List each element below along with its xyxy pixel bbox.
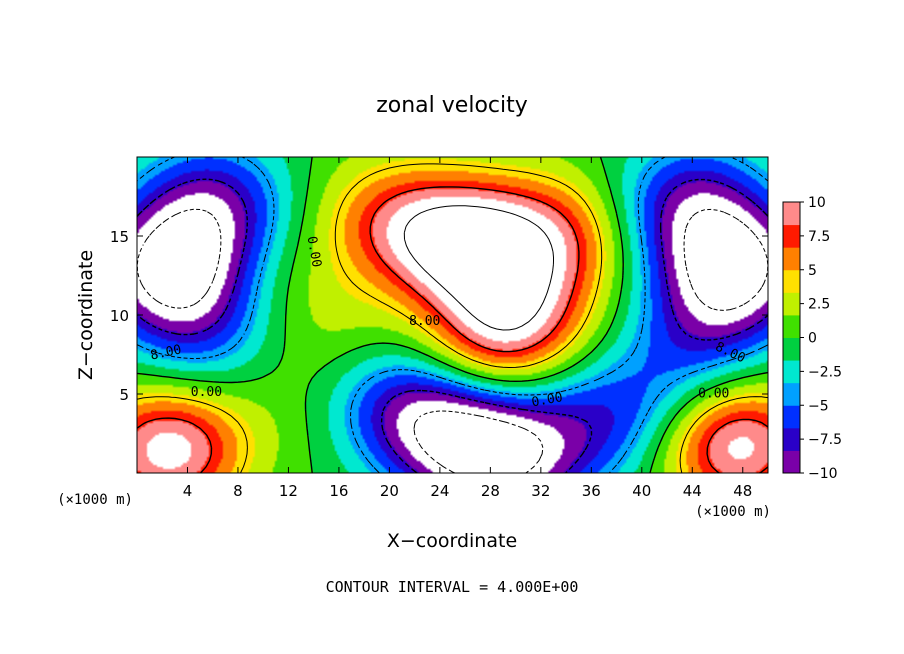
colorbar-tick-label: 5	[808, 263, 817, 279]
contour-line	[136, 156, 769, 474]
contour-label: 0.00	[530, 390, 563, 410]
x-unit-left: (×1000 m)	[57, 492, 133, 508]
contour-interval-note: CONTOUR INTERVAL = 4.000E+00	[326, 578, 579, 596]
colorbar-swatch	[783, 247, 800, 271]
colorbar	[782, 201, 801, 474]
contour-line	[136, 178, 769, 474]
contour-line	[136, 163, 769, 474]
x-tick-label: 40	[632, 482, 651, 500]
y-axis-ticks: 5 10 15	[110, 228, 768, 404]
x-axis-label: X−coordinate	[387, 530, 517, 552]
x-axis-ticks: 4 8 12 16 20 24 28 32 36 40 44 48	[183, 157, 752, 500]
contour-line	[136, 208, 769, 474]
contour-labels: 0.008.008.000.00 0.00 0.008.00	[149, 235, 747, 410]
colorbar-swatch	[783, 337, 800, 361]
x-tick-label: 44	[683, 482, 702, 500]
x-tick-label: 12	[279, 482, 298, 500]
colorbar-swatch	[783, 269, 800, 293]
colorbar-tick-label: −2.5	[808, 364, 842, 380]
contour-label: 0.00	[698, 387, 729, 402]
y-axis-label: Z−coordinate	[75, 250, 97, 380]
colorbar-swatch	[783, 202, 800, 226]
colorbar-tick-label: 7.5	[808, 229, 830, 245]
colorbar-swatch	[783, 224, 800, 248]
x-unit-right: (×1000 m)	[695, 504, 771, 520]
y-tick-label: 5	[119, 386, 129, 404]
colorbar-tick-label: 0	[808, 331, 817, 347]
colorbar-swatch	[783, 405, 800, 429]
colorbar-swatch	[783, 450, 800, 474]
contour-line	[403, 205, 554, 331]
contour-label: 0.00	[304, 235, 324, 268]
contour-line	[136, 156, 769, 474]
colorbar-swatch	[783, 314, 800, 338]
plot-area: 0.008.008.000.00 0.00 0.008.00	[136, 156, 769, 474]
colorbar-swatch	[783, 382, 800, 406]
colorbar-tick-label: −7.5	[808, 432, 842, 448]
x-tick-label: 16	[329, 482, 348, 500]
colorbar-swatch	[783, 427, 800, 451]
contour-label: 0.00	[191, 385, 222, 400]
y-tick-label: 10	[110, 307, 129, 325]
x-tick-label: 28	[481, 482, 500, 500]
contour-label: 8.00	[409, 314, 440, 329]
x-tick-label: 24	[430, 482, 449, 500]
x-tick-label: 4	[183, 482, 193, 500]
chart-title: zonal velocity	[376, 93, 528, 118]
colorbar-ticks: 10 7.5 5 2.5 0 −2.5 −5 −7.5 −10	[800, 195, 842, 482]
colorbar-tick-label: −10	[808, 466, 838, 482]
x-tick-label: 20	[380, 482, 399, 500]
colorbar-swatch	[783, 292, 800, 316]
x-tick-label: 8	[233, 482, 243, 500]
x-tick-label: 32	[531, 482, 550, 500]
y-tick-label: 15	[110, 228, 129, 246]
colorbar-tick-label: 10	[808, 195, 826, 211]
colorbar-tick-label: −5	[808, 398, 829, 414]
x-tick-label: 36	[582, 482, 601, 500]
velocity-field-heatmap	[137, 157, 768, 473]
colorbar-tick-label: 2.5	[808, 297, 830, 313]
x-tick-label: 48	[733, 482, 752, 500]
colorbar-swatch	[783, 360, 800, 384]
contour-lines	[136, 156, 769, 474]
contour-label: 8.00	[149, 342, 183, 363]
